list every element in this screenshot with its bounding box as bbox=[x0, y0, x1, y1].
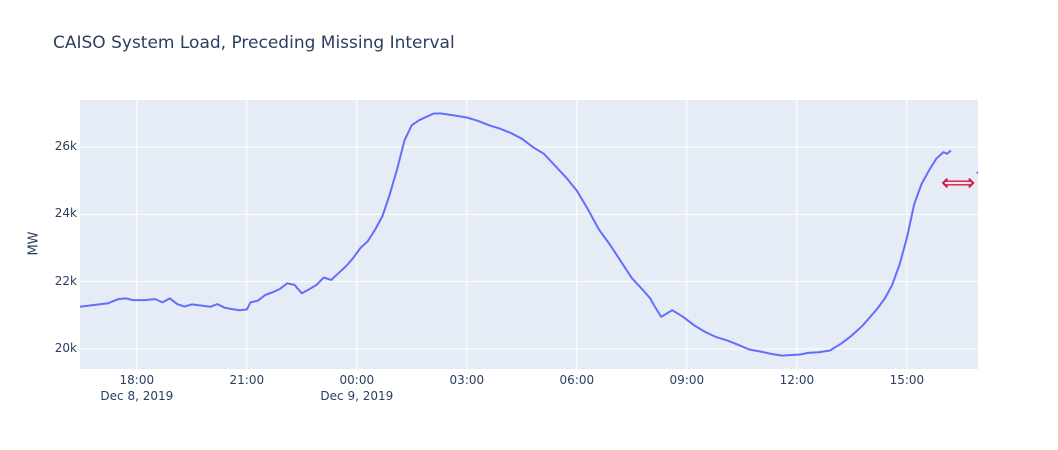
x-tick-label: 12:00 bbox=[779, 373, 815, 387]
y-tick-label: 26k bbox=[54, 139, 77, 154]
y-tick-label: 24k bbox=[54, 206, 77, 221]
chart-title: CAISO System Load, Preceding Missing Int… bbox=[53, 33, 455, 53]
plot-background bbox=[80, 100, 978, 369]
load-line[interactable] bbox=[79, 112, 952, 357]
missing-interval-arrow-icon: ⟺ bbox=[941, 168, 975, 196]
x-tick-label: 06:00 bbox=[559, 373, 595, 387]
x-tick-label: 00:00 Dec 9, 2019 bbox=[320, 373, 394, 403]
x-tick-label: 21:00 bbox=[229, 373, 265, 387]
load-line[interactable] bbox=[976, 171, 979, 174]
y-tick-label: 22k bbox=[54, 273, 77, 288]
y-tick-label: 20k bbox=[54, 340, 77, 355]
x-tick-label: 03:00 bbox=[449, 373, 485, 387]
x-tick-label: 15:00 bbox=[889, 373, 925, 387]
x-tick-label: 09:00 bbox=[669, 373, 705, 387]
x-tick-label: 18:00 Dec 8, 2019 bbox=[100, 373, 174, 403]
